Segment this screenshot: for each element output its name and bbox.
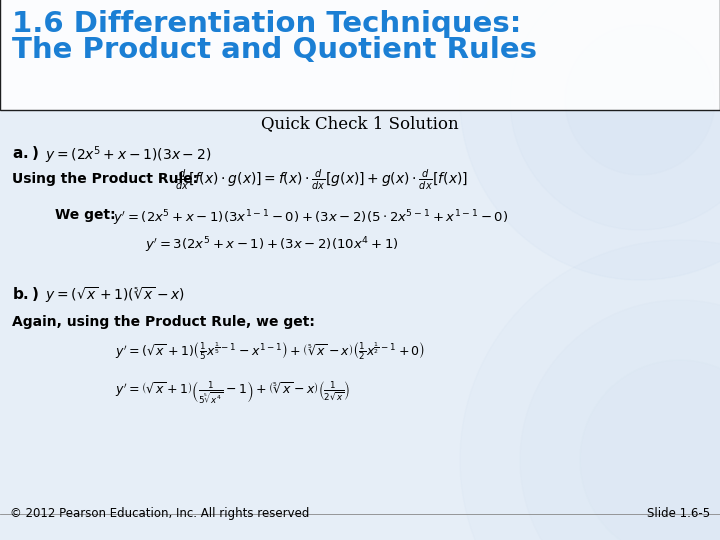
Text: Quick Check 1 Solution: Quick Check 1 Solution <box>261 115 459 132</box>
Text: 1.6 Differentiation Techniques:: 1.6 Differentiation Techniques: <box>12 10 521 38</box>
Text: $y' = 3(2x^5+x-1)+(3x-2)(10x^4+1)$: $y' = 3(2x^5+x-1)+(3x-2)(10x^4+1)$ <box>145 235 398 254</box>
Text: $y = \left(\sqrt{x}+1\right)\left(\sqrt[5]{x}-x\right)$: $y = \left(\sqrt{x}+1\right)\left(\sqrt[… <box>45 285 185 305</box>
Circle shape <box>460 0 720 280</box>
Circle shape <box>565 25 715 175</box>
Circle shape <box>510 0 720 230</box>
Text: Again, using the Product Rule, we get:: Again, using the Product Rule, we get: <box>12 315 315 329</box>
Circle shape <box>460 240 720 540</box>
Text: $y' = \left(\sqrt{x}+1\right)\left(\frac{1}{5\sqrt[5]{x^4}}-1\right)+\left(\sqrt: $y' = \left(\sqrt{x}+1\right)\left(\frac… <box>115 380 351 407</box>
Text: Slide 1.6-5: Slide 1.6-5 <box>647 507 710 520</box>
FancyBboxPatch shape <box>0 0 720 110</box>
Text: $\mathbf{a.)}$: $\mathbf{a.)}$ <box>12 144 39 162</box>
Text: $y = (2x^5 + x - 1)(3x - 2)$: $y = (2x^5 + x - 1)(3x - 2)$ <box>45 144 211 166</box>
Text: $y' = (\sqrt{x}+1)\left(\frac{1}{5}x^{\frac{1}{5}-1}-x^{1-1}\right)+\left(\sqrt[: $y' = (\sqrt{x}+1)\left(\frac{1}{5}x^{\f… <box>115 340 426 362</box>
Text: © 2012 Pearson Education, Inc. All rights reserved: © 2012 Pearson Education, Inc. All right… <box>10 507 310 520</box>
Text: $\mathbf{b.)}$: $\mathbf{b.)}$ <box>12 285 40 303</box>
Text: We get:: We get: <box>55 208 116 222</box>
Circle shape <box>520 300 720 540</box>
Circle shape <box>580 360 720 540</box>
Text: $y' = (2x^5+x-1)(3x^{1-1}-0)+(3x-2)(5\cdot 2x^{5-1}+x^{1-1}-0)$: $y' = (2x^5+x-1)(3x^{1-1}-0)+(3x-2)(5\cd… <box>113 208 508 227</box>
Text: The Product and Quotient Rules: The Product and Quotient Rules <box>12 36 537 64</box>
Text: Using the Product Rule:: Using the Product Rule: <box>12 172 198 186</box>
Text: $\frac{d}{dx}\left[f(x)\cdot g(x)\right]=f(x)\cdot\frac{d}{dx}\left[g(x)\right]+: $\frac{d}{dx}\left[f(x)\cdot g(x)\right]… <box>175 168 468 192</box>
